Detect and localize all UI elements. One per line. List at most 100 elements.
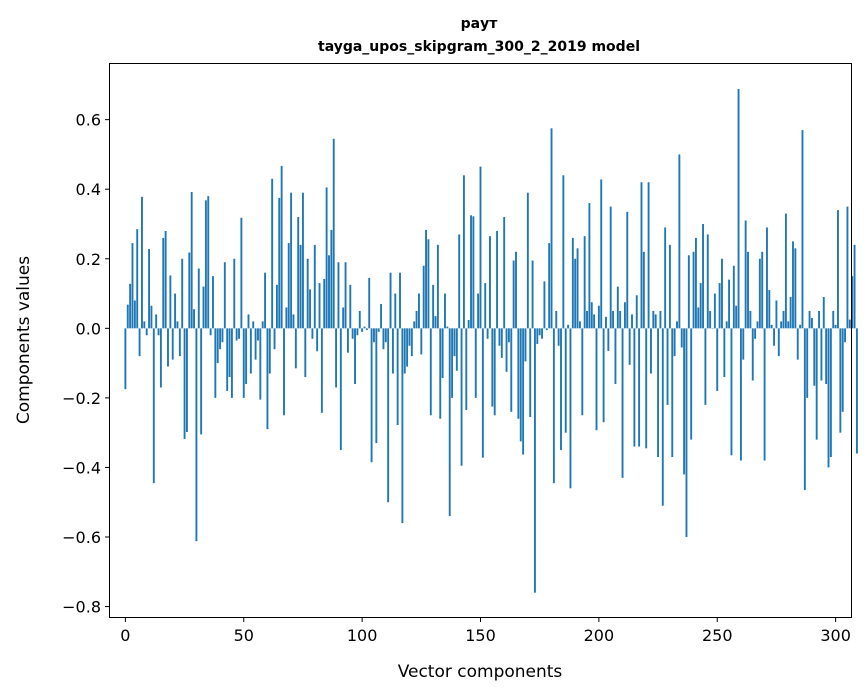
- bar-144: [465, 328, 468, 411]
- bar-105: [373, 328, 375, 343]
- y-axis-ticks: −0.8 −0.6 −0.4 −0.2 0.0 0.2 0.4 0.6: [62, 111, 110, 617]
- bar-159: [500, 328, 503, 358]
- bar-168: [522, 328, 525, 455]
- bar-61: [268, 328, 271, 374]
- bar-255: [728, 279, 731, 329]
- bar-76: [304, 328, 307, 378]
- bar-63: [273, 328, 276, 350]
- bar-308: [853, 244, 856, 329]
- bar-77: [306, 258, 309, 329]
- bar-122: [413, 321, 416, 329]
- chart-title-line-2: tayga_upos_skipgram_300_2_2019 model: [318, 39, 640, 55]
- bar-217: [638, 328, 641, 447]
- bar-280: [787, 321, 790, 329]
- bar-45: [230, 328, 233, 398]
- bar-69: [287, 243, 290, 329]
- y-axis-label: Components values: [14, 256, 34, 424]
- bar-67: [283, 328, 285, 416]
- bar-243: [699, 283, 702, 329]
- bar-274: [773, 328, 775, 346]
- bar-27: [188, 252, 191, 329]
- bar-258: [735, 305, 738, 329]
- bar-191: [576, 248, 579, 329]
- bar-185: [562, 175, 565, 329]
- bar-166: [517, 328, 520, 419]
- bar-145: [467, 319, 470, 329]
- bar-6: [138, 328, 141, 357]
- bar-136: [446, 326, 449, 329]
- bar-127: [425, 229, 427, 329]
- bar-209: [619, 310, 622, 329]
- bar-193: [581, 328, 584, 416]
- bar-259: [737, 89, 740, 329]
- bar-94: [346, 328, 349, 353]
- bar-180: [550, 128, 553, 329]
- bar-272: [768, 290, 771, 329]
- bar-228: [664, 227, 667, 329]
- bar-194: [583, 236, 586, 329]
- bar-43: [226, 328, 229, 391]
- bar-229: [666, 328, 669, 405]
- bar-181: [552, 328, 555, 484]
- bar-82: [318, 283, 321, 329]
- bar-37: [212, 276, 214, 329]
- bar-157: [496, 230, 499, 329]
- bar-295: [822, 297, 825, 329]
- bar-70: [290, 192, 293, 329]
- bar-245: [704, 328, 707, 405]
- bar-265: [751, 328, 754, 381]
- bar-131: [434, 316, 437, 329]
- bar-278: [782, 310, 785, 329]
- bar-165: [515, 251, 517, 329]
- bar-9: [145, 328, 148, 336]
- bar-93: [344, 262, 347, 329]
- y-tick-label: −0.4: [62, 458, 101, 477]
- bar-56: [257, 328, 259, 341]
- bar-125: [420, 328, 423, 355]
- bar-51: [245, 328, 248, 384]
- bar-128: [427, 239, 430, 329]
- bar-98: [356, 328, 359, 336]
- bar-230: [668, 244, 671, 329]
- bar-149: [477, 293, 480, 329]
- y-tick-label: 0.2: [76, 250, 101, 269]
- bar-32: [200, 328, 203, 435]
- bar-18: [167, 328, 169, 367]
- bar-163: [510, 328, 513, 412]
- bar-20: [171, 328, 174, 360]
- bar-306: [848, 319, 851, 329]
- bar-223: [652, 310, 655, 329]
- y-tick-label: 0.4: [76, 180, 101, 199]
- bar-304: [844, 328, 847, 343]
- bar-92: [342, 307, 345, 329]
- bar-307: [851, 276, 854, 329]
- bar-3: [131, 243, 134, 329]
- bar-215: [633, 328, 636, 447]
- bar-213: [628, 328, 631, 365]
- bar-289: [808, 310, 811, 329]
- bar-169: [524, 328, 527, 362]
- bar-239: [690, 328, 693, 440]
- bar-102: [365, 328, 368, 331]
- bar-99: [358, 310, 361, 329]
- bar-167: [519, 328, 522, 442]
- bar-242: [697, 307, 700, 329]
- bar-25: [183, 328, 186, 439]
- bar-113: [391, 328, 394, 374]
- bar-48: [238, 328, 240, 339]
- bar-84: [323, 278, 326, 329]
- bar-198: [593, 314, 596, 329]
- bar-4: [133, 300, 136, 329]
- bar-204: [607, 328, 610, 351]
- bar-143: [462, 175, 465, 329]
- bar-55: [254, 328, 257, 360]
- bar-44: [228, 328, 231, 378]
- bar-233: [676, 321, 678, 329]
- bar-119: [406, 328, 409, 367]
- bar-114: [394, 293, 397, 329]
- bar-298: [829, 328, 832, 458]
- bar-154: [489, 236, 491, 329]
- bar-29: [193, 309, 195, 329]
- bar-206: [612, 310, 615, 329]
- bar-183: [557, 328, 560, 346]
